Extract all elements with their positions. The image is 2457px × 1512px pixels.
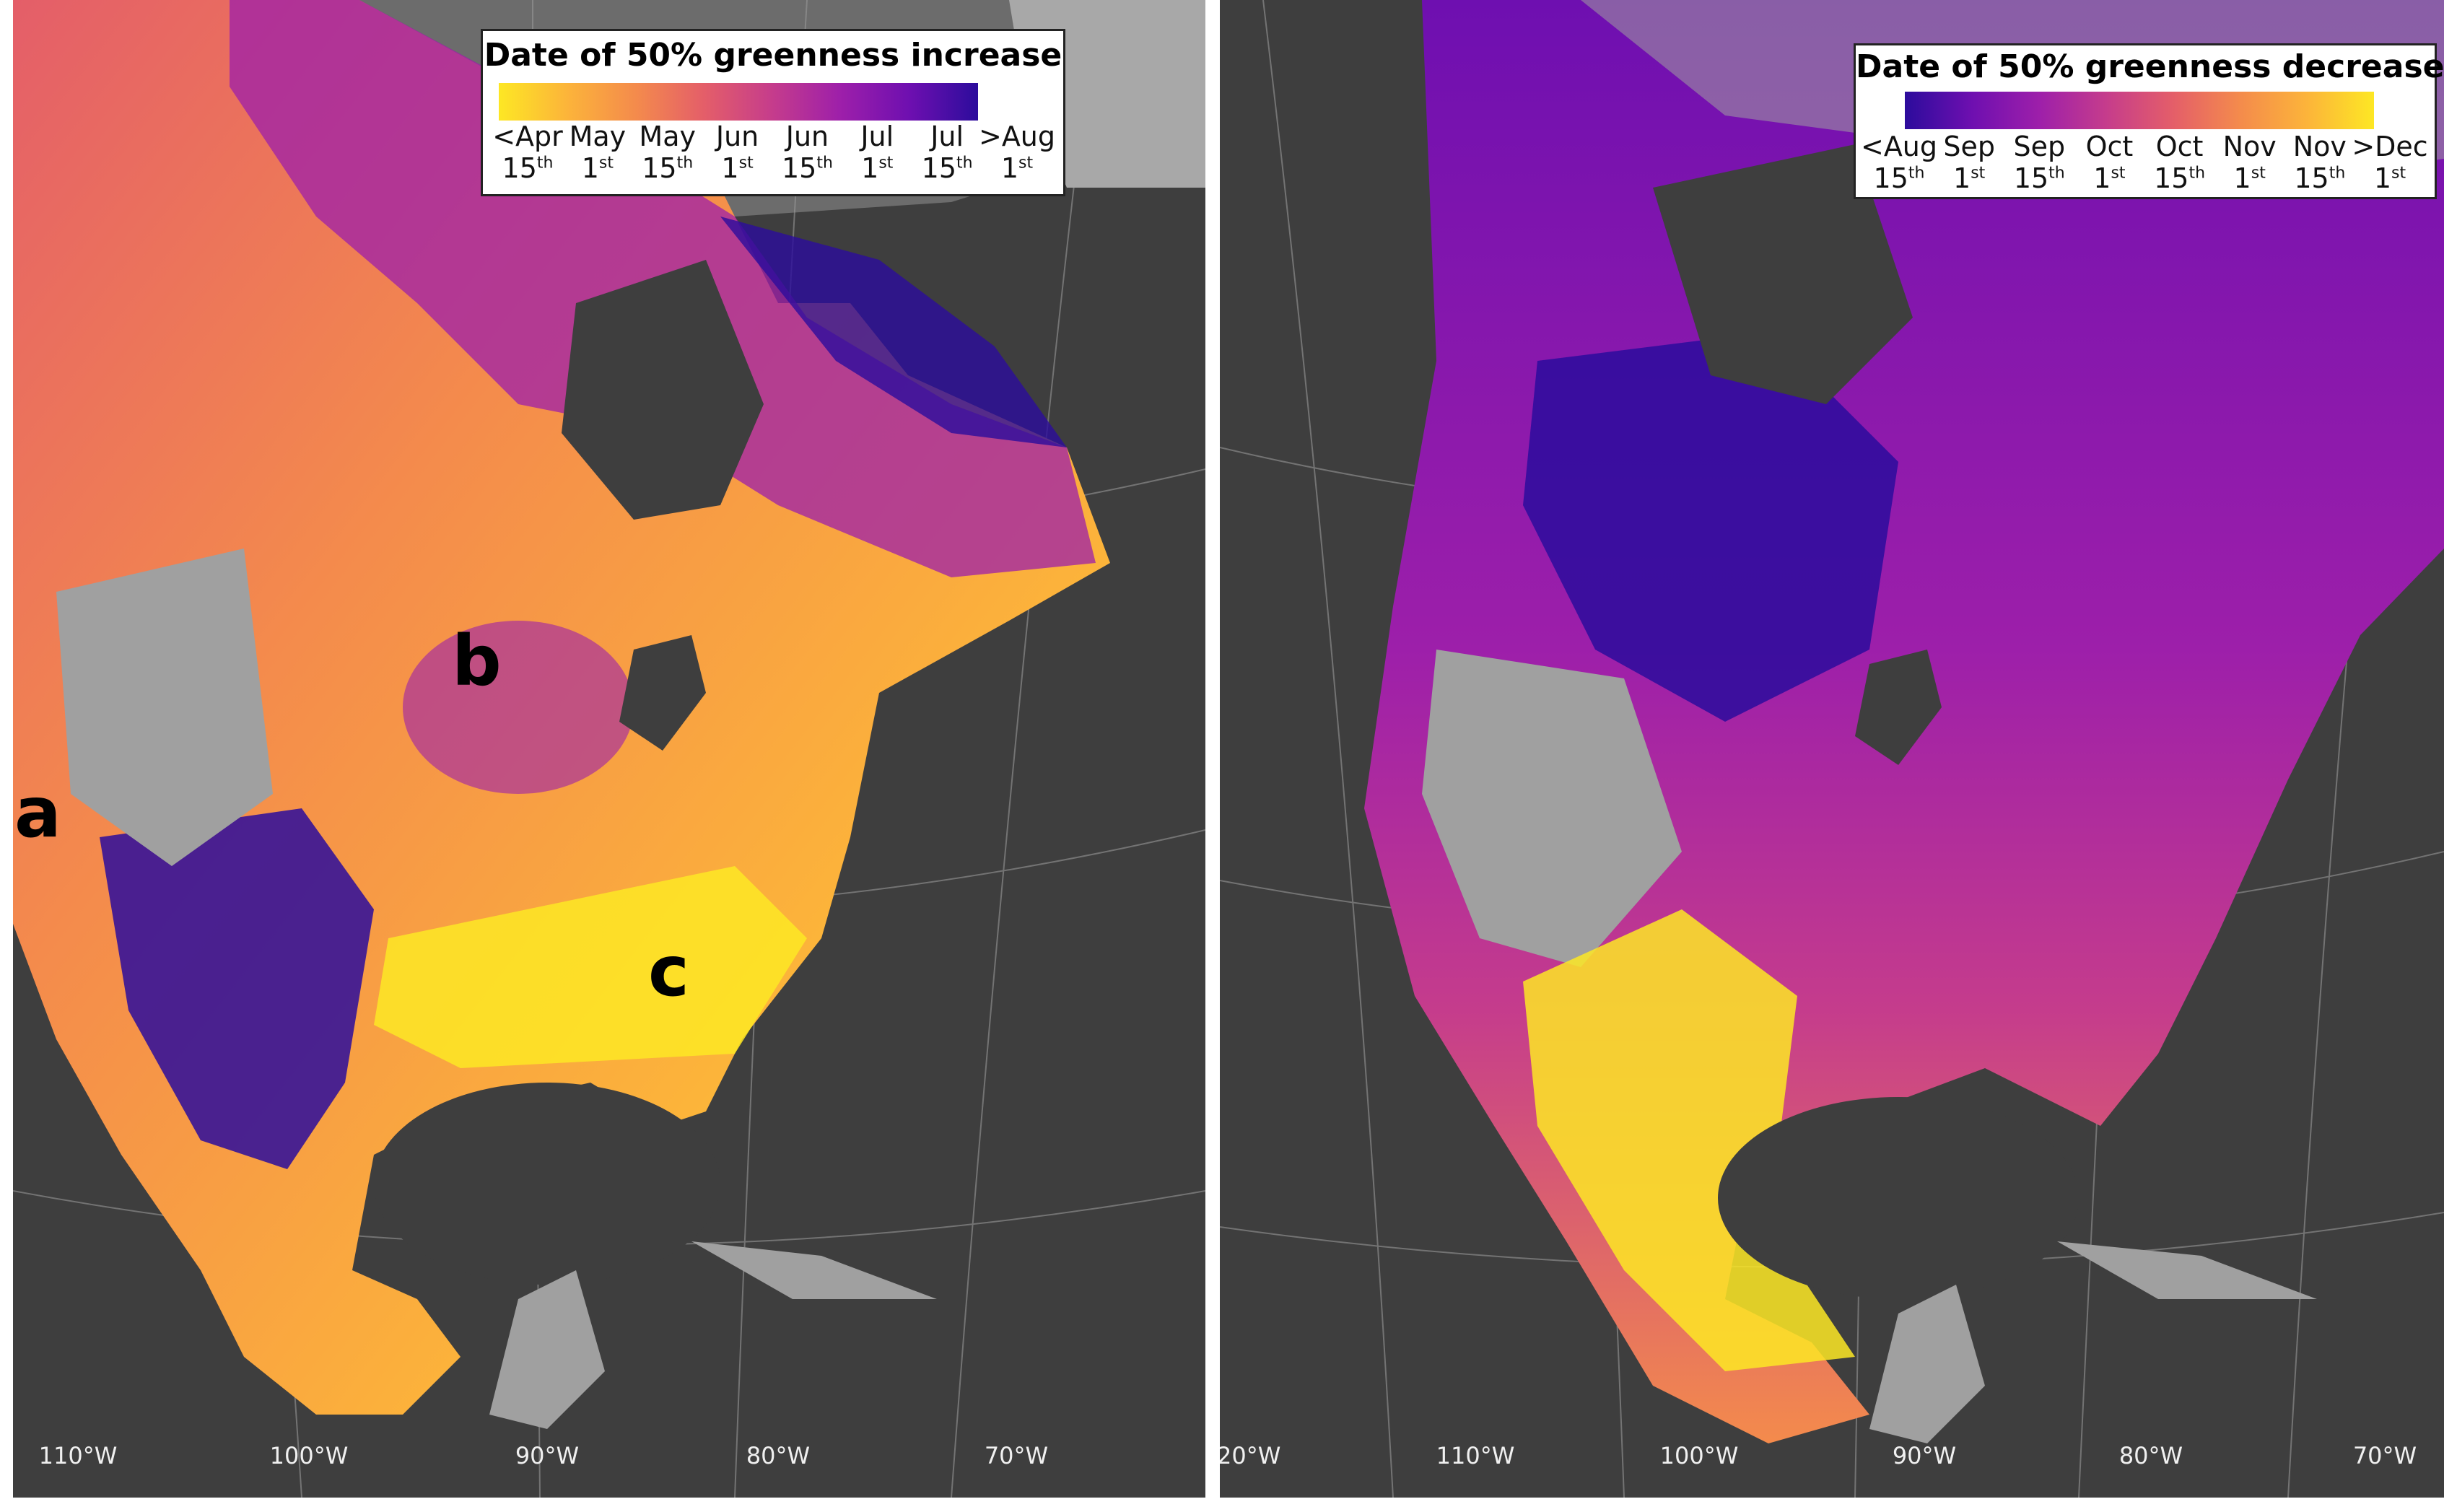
longitude-label: 80°W [2118, 1442, 2183, 1469]
tick-label: <Aug 15th [1860, 131, 1938, 194]
longitude-label: 90°W [515, 1442, 580, 1469]
tick-label: >Dec 1st [2352, 131, 2428, 194]
decrease-color-bar [1905, 92, 2374, 129]
increase-legend: Date of 50% greenness increase <Apr 15th M… [481, 29, 1065, 196]
tick-label: Oct 15th [2154, 131, 2206, 194]
tick-label: Oct 1st [2085, 131, 2134, 194]
tick-label: Nov 1st [2222, 131, 2277, 194]
tick-label: Jun 15th [781, 121, 833, 184]
tick-label: Jun 1st [715, 121, 759, 184]
greenness-decrease-map: Date of 50% greenness decrease <Aug 15th S… [1220, 0, 2444, 1498]
region-label-b: b [452, 621, 502, 702]
tick-label: Jul 15th [921, 121, 973, 184]
longitude-label: 120°W [1220, 1442, 1281, 1469]
tick-label: May 15th [639, 121, 696, 184]
tick-label: Sep 1st [1943, 131, 1995, 194]
increase-color-bar [499, 83, 978, 121]
longitude-label: 80°W [746, 1442, 811, 1469]
longitude-label: 100°W [1659, 1442, 1739, 1469]
increase-legend-title: Date of 50% greenness increase [484, 37, 1062, 74]
greenness-decrease-map-graphic [1220, 0, 2444, 1498]
longitude-label: 110°W [38, 1442, 118, 1469]
decrease-legend-title: Date of 50% greenness decrease [1856, 48, 2444, 85]
tick-label: <Apr 15th [492, 121, 563, 184]
tick-label: Sep 15th [2013, 131, 2066, 194]
decrease-legend: Date of 50% greenness decrease <Aug 15th S… [1854, 43, 2444, 199]
region-label-a: a [14, 772, 61, 853]
longitude-label: 90°W [1892, 1442, 1957, 1469]
greenness-increase-map-graphic [13, 0, 1205, 1498]
longitude-label: 70°W [984, 1442, 1049, 1469]
longitude-label: 100°W [269, 1442, 349, 1469]
tick-label: May 1st [569, 121, 627, 184]
longitude-label: 70°W [2352, 1442, 2417, 1469]
tick-label: Jul 1st [860, 121, 894, 184]
region-label-c: c [648, 931, 689, 1012]
tick-label: Nov 15th [2292, 131, 2347, 194]
longitude-label: 110°W [1436, 1442, 1515, 1469]
greenness-increase-map: Date of 50% greenness increase <Apr 15th M… [13, 0, 1205, 1498]
tick-label: >Aug 1st [978, 121, 1056, 184]
